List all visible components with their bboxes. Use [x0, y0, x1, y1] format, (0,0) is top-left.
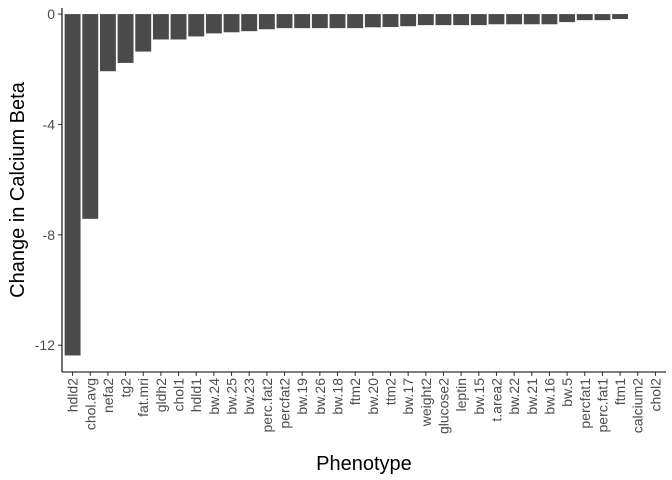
bar-perc.fat2	[258, 14, 275, 30]
bar-glucose2	[435, 14, 452, 26]
bar-bw.20	[364, 14, 381, 28]
x-tick-label-ftm2: ftm2	[347, 378, 363, 405]
x-tick-label-bw.26: bw.26	[312, 378, 328, 415]
x-tick-label-ftm1: ftm1	[612, 378, 628, 405]
bar-bw.15	[470, 14, 487, 26]
bar-hdld1	[188, 14, 205, 37]
x-tick-label-weight2: weight2	[418, 378, 434, 427]
bar-ftm2	[347, 14, 364, 29]
x-tick-label-chol1: chol1	[171, 378, 187, 412]
x-axis-ticks: hdld2 chol.avg nefa2 tg2 fat.mri gldh2 chol1 hd…	[65, 372, 663, 434]
x-tick-label-bw.5: bw.5	[559, 378, 575, 407]
x-tick-label-chol2: chol2	[647, 378, 663, 412]
bar-nefa2	[99, 14, 116, 72]
x-tick-label-fat.mri: fat.mri	[135, 378, 151, 417]
bar-chol1	[170, 14, 187, 40]
x-tick-label-bw.23: bw.23	[241, 378, 257, 415]
bar-leptin	[453, 14, 470, 26]
x-tick-label-bw.16: bw.16	[541, 378, 557, 415]
x-tick-label-bw.18: bw.18	[330, 378, 346, 415]
x-tick-label-calcium2: calcium2	[630, 378, 646, 433]
x-axis-title: Phenotype	[316, 453, 412, 475]
x-tick-label-gldh2: gldh2	[153, 378, 169, 412]
bar-t.area2	[488, 14, 505, 25]
x-tick-label-hdld1: hdld1	[188, 378, 204, 412]
x-tick-label-t.area2: t.area2	[488, 378, 504, 422]
y-axis-title: Change in Calcium Beta	[7, 81, 29, 298]
x-tick-label-bw.22: bw.22	[506, 378, 522, 415]
bar-perc.fat1	[594, 14, 611, 21]
bar-bw.17	[400, 14, 417, 27]
x-tick-label-percfat1: percfat1	[577, 378, 593, 429]
y-tick-label: 0	[47, 6, 55, 22]
x-tick-label-leptin: leptin	[453, 378, 469, 411]
bar-bw.16	[541, 14, 558, 25]
bar-tg2	[117, 14, 134, 63]
x-tick-label-bw.21: bw.21	[524, 378, 540, 415]
x-tick-label-glucose2: glucose2	[435, 378, 451, 434]
bar-bw.18	[329, 14, 346, 29]
x-tick-label-ttm2: ttm2	[382, 378, 398, 405]
x-tick-label-bw.17: bw.17	[400, 378, 416, 415]
x-tick-label-bw.20: bw.20	[365, 378, 381, 415]
bar-bw.24	[205, 14, 222, 34]
bar-bw.19	[294, 14, 311, 29]
x-tick-label-bw.15: bw.15	[471, 378, 487, 415]
y-tick-label: -4	[43, 116, 56, 132]
bar-chol.avg	[82, 14, 99, 219]
bar-percfat1	[576, 14, 593, 21]
x-tick-label-bw.24: bw.24	[206, 378, 222, 415]
bar-bw.26	[311, 14, 328, 29]
x-tick-label-chol.avg: chol.avg	[82, 378, 98, 430]
y-tick-label: -12	[35, 337, 55, 353]
y-axis-ticks: 0 -4 -8 -12	[35, 6, 62, 353]
bar-ttm2	[382, 14, 399, 28]
x-tick-label-perc.fat2: perc.fat2	[259, 378, 275, 433]
bar-bw.5	[559, 14, 576, 23]
bar-ftm1	[612, 14, 629, 20]
x-tick-label-nefa2: nefa2	[100, 378, 116, 413]
bar-bw.21	[523, 14, 540, 25]
bar-fat.mri	[135, 14, 152, 52]
x-tick-label-hdld2: hdld2	[65, 378, 81, 412]
bar-bw.25	[223, 14, 240, 33]
bar-gldh2	[152, 14, 169, 40]
bars-group	[64, 14, 629, 356]
x-tick-label-percfat2: percfat2	[277, 378, 293, 429]
x-tick-label-bw.19: bw.19	[294, 378, 310, 415]
x-tick-label-tg2: tg2	[118, 378, 134, 398]
bar-hdld2	[64, 14, 81, 356]
bar-bw.22	[506, 14, 523, 25]
bar-percfat2	[276, 14, 293, 29]
x-tick-label-bw.25: bw.25	[224, 378, 240, 415]
bar-bw.23	[241, 14, 258, 32]
x-tick-label-perc.fat1: perc.fat1	[594, 378, 610, 433]
bar-weight2	[417, 14, 434, 26]
y-tick-label: -8	[43, 227, 56, 243]
